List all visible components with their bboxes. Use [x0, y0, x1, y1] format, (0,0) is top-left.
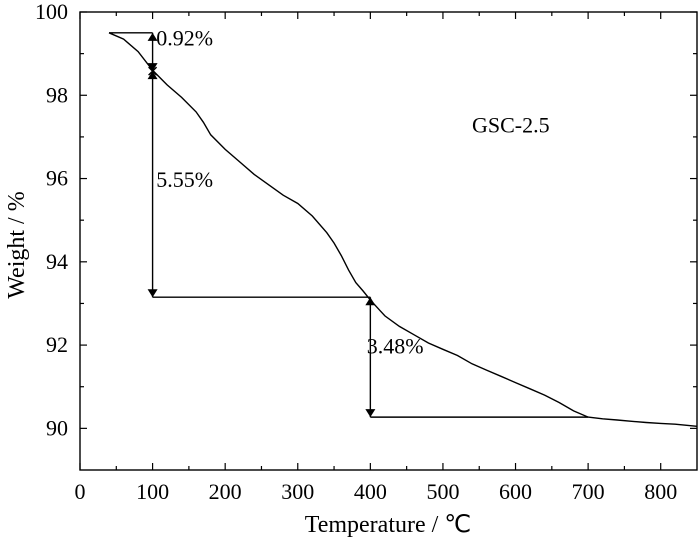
- series-layer: [108, 32, 698, 427]
- axis-ticks: 0 100 200 300 400 500 600 700 800 90 92 94 96 98 100: [35, 0, 697, 504]
- y-tick-label: 100: [35, 0, 68, 24]
- axis-labels: Temperature / ℃ Weight / %: [4, 191, 471, 538]
- y-tick-label: 92: [46, 332, 68, 357]
- y-tick-label: 90: [46, 415, 68, 440]
- x-tick-label: 300: [281, 479, 314, 504]
- annotation-label: 3.48%: [367, 333, 424, 358]
- x-tick-label: 0: [75, 479, 86, 504]
- guide-arrow-up: [147, 32, 158, 41]
- annotations: 0.92% 5.55% 3.48% GSC-2.5: [156, 25, 549, 358]
- x-tick-label: 600: [499, 479, 532, 504]
- annotation-label: GSC-2.5: [472, 113, 550, 138]
- y-tick-label: 96: [46, 166, 68, 191]
- y-tick-label: 98: [46, 82, 68, 107]
- guide-arrow-up: [147, 71, 158, 80]
- x-tick-label: 100: [136, 479, 169, 504]
- annotation-label: 0.92%: [156, 25, 213, 50]
- x-tick-label: 400: [354, 479, 387, 504]
- guide-arrow-down: [365, 409, 376, 418]
- mass-loss-guides: [109, 32, 589, 418]
- x-axis-label: Temperature / ℃: [305, 512, 472, 538]
- series-line: [108, 32, 698, 427]
- y-axis-label: Weight / %: [4, 191, 30, 298]
- guide-arrow-down: [147, 289, 158, 298]
- y-tick-label: 94: [46, 249, 68, 274]
- plot-frame: [79, 11, 698, 471]
- x-tick-label: 500: [426, 479, 459, 504]
- x-tick-label: 700: [572, 479, 605, 504]
- x-tick-label: 200: [209, 479, 242, 504]
- x-tick-label: 800: [644, 479, 677, 504]
- guide-arrow-down: [147, 63, 158, 72]
- plot-border: [79, 11, 698, 471]
- annotation-label: 5.55%: [156, 167, 213, 192]
